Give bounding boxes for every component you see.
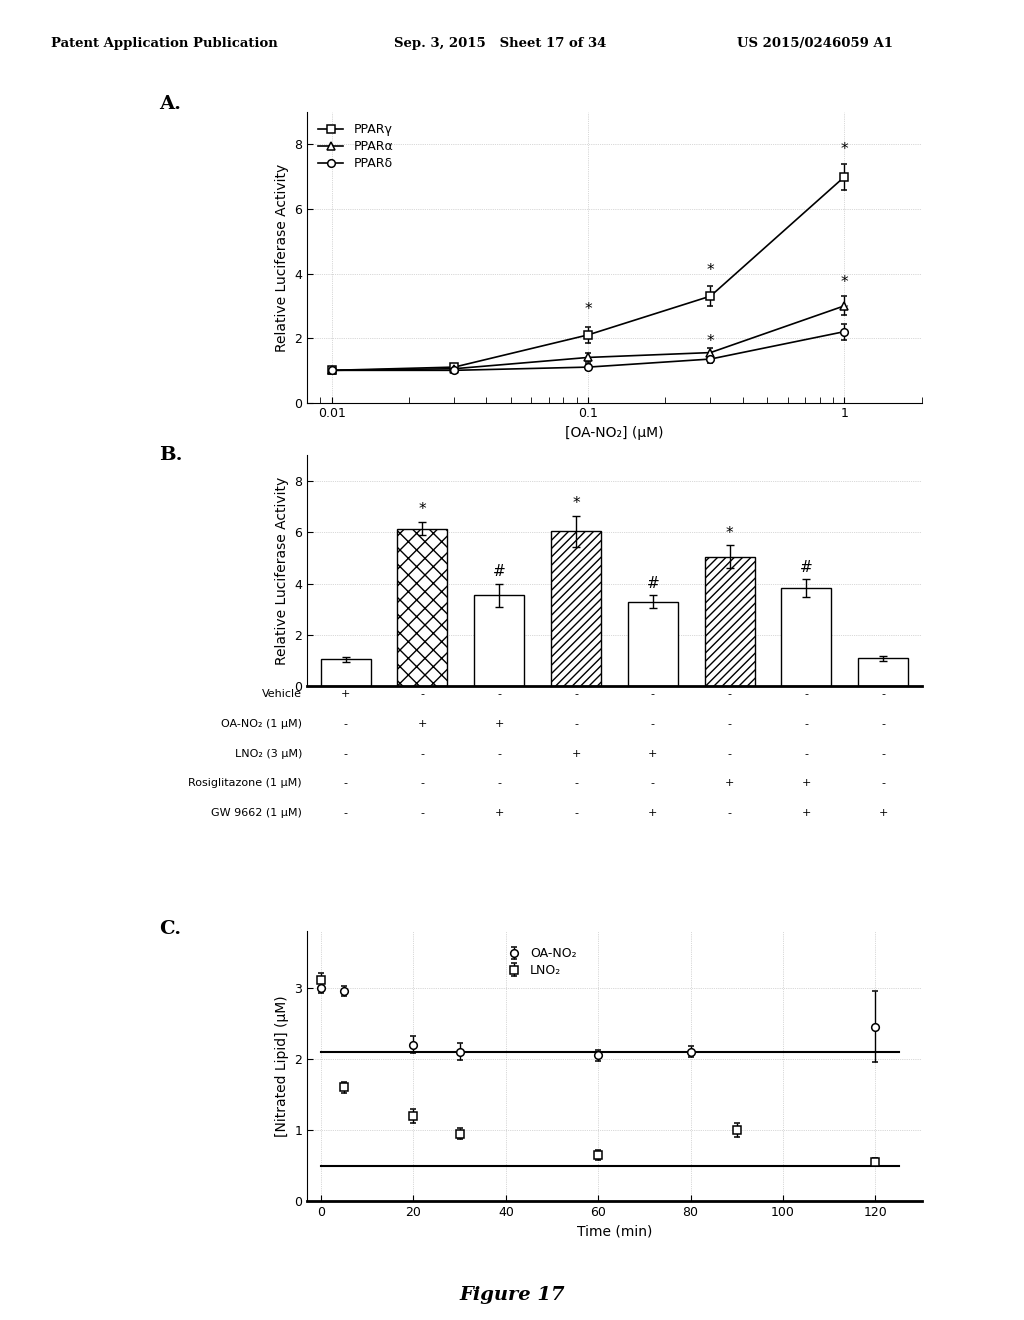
- Text: -: -: [651, 779, 654, 788]
- Text: -: -: [805, 719, 808, 729]
- Text: +: +: [879, 808, 888, 818]
- X-axis label: [OA-NO₂] (μM): [OA-NO₂] (μM): [565, 426, 664, 440]
- Legend: PPARγ, PPARα, PPARδ: PPARγ, PPARα, PPARδ: [313, 119, 398, 176]
- Y-axis label: Relative Luciferase Activity: Relative Luciferase Activity: [274, 164, 289, 351]
- Text: -: -: [882, 779, 885, 788]
- Text: -: -: [421, 808, 424, 818]
- Text: +: +: [648, 808, 657, 818]
- Text: -: -: [344, 808, 347, 818]
- Y-axis label: Relative Luciferase Activity: Relative Luciferase Activity: [274, 477, 289, 665]
- Text: Rosiglitazone (1 μM): Rosiglitazone (1 μM): [188, 779, 302, 788]
- Text: -: -: [574, 689, 578, 700]
- Text: Patent Application Publication: Patent Application Publication: [51, 37, 278, 50]
- Text: *: *: [419, 502, 426, 517]
- X-axis label: Time (min): Time (min): [577, 1225, 652, 1238]
- Bar: [474, 595, 524, 686]
- Text: *: *: [726, 527, 733, 541]
- Text: *: *: [841, 143, 848, 157]
- Text: -: -: [344, 779, 347, 788]
- Text: *: *: [707, 264, 715, 279]
- Text: +: +: [648, 748, 657, 759]
- Text: -: -: [728, 689, 731, 700]
- Text: -: -: [651, 719, 654, 729]
- Text: C.: C.: [159, 920, 181, 939]
- Bar: [781, 587, 831, 686]
- Text: -: -: [421, 748, 424, 759]
- Legend: OA-NO₂, LNO₂: OA-NO₂, LNO₂: [500, 942, 582, 982]
- Text: Sep. 3, 2015   Sheet 17 of 34: Sep. 3, 2015 Sheet 17 of 34: [394, 37, 606, 50]
- Text: OA-NO₂ (1 μM): OA-NO₂ (1 μM): [221, 719, 302, 729]
- Text: *: *: [707, 334, 715, 350]
- Text: -: -: [805, 689, 808, 700]
- Text: -: -: [498, 779, 501, 788]
- Text: -: -: [574, 719, 578, 729]
- Text: -: -: [498, 689, 501, 700]
- Text: -: -: [421, 779, 424, 788]
- Text: GW 9662 (1 μM): GW 9662 (1 μM): [211, 808, 302, 818]
- Text: -: -: [882, 719, 885, 729]
- Text: *: *: [841, 304, 848, 318]
- Text: Figure 17: Figure 17: [459, 1286, 565, 1304]
- Text: LNO₂ (3 μM): LNO₂ (3 μM): [234, 748, 302, 759]
- Text: #: #: [493, 564, 506, 578]
- Text: *: *: [841, 275, 848, 289]
- Text: *: *: [585, 302, 592, 317]
- Text: +: +: [725, 779, 734, 788]
- Text: -: -: [344, 748, 347, 759]
- Text: +: +: [495, 808, 504, 818]
- Text: +: +: [418, 719, 427, 729]
- Text: -: -: [728, 719, 731, 729]
- Text: +: +: [802, 779, 811, 788]
- Text: B.: B.: [159, 446, 182, 465]
- Text: -: -: [805, 748, 808, 759]
- Text: -: -: [344, 719, 347, 729]
- Bar: [858, 659, 908, 686]
- Text: +: +: [495, 719, 504, 729]
- Text: -: -: [574, 808, 578, 818]
- Text: *: *: [572, 495, 580, 511]
- Bar: [321, 660, 371, 686]
- Text: Vehicle: Vehicle: [262, 689, 302, 700]
- Bar: [551, 531, 601, 686]
- Text: +: +: [341, 689, 350, 700]
- Text: -: -: [728, 808, 731, 818]
- Text: +: +: [802, 808, 811, 818]
- Text: -: -: [728, 748, 731, 759]
- Text: -: -: [882, 689, 885, 700]
- Text: -: -: [498, 748, 501, 759]
- Text: A.: A.: [159, 95, 180, 114]
- Text: US 2015/0246059 A1: US 2015/0246059 A1: [737, 37, 893, 50]
- Text: -: -: [421, 689, 424, 700]
- Bar: [628, 602, 678, 686]
- Y-axis label: [Nitrated Lipid] (μM): [Nitrated Lipid] (μM): [274, 995, 289, 1137]
- Text: #: #: [800, 560, 813, 574]
- Text: +: +: [571, 748, 581, 759]
- Bar: [705, 557, 755, 686]
- Text: -: -: [651, 689, 654, 700]
- Text: #: #: [646, 577, 659, 591]
- Text: -: -: [882, 748, 885, 759]
- Text: -: -: [574, 779, 578, 788]
- Bar: [397, 528, 447, 686]
